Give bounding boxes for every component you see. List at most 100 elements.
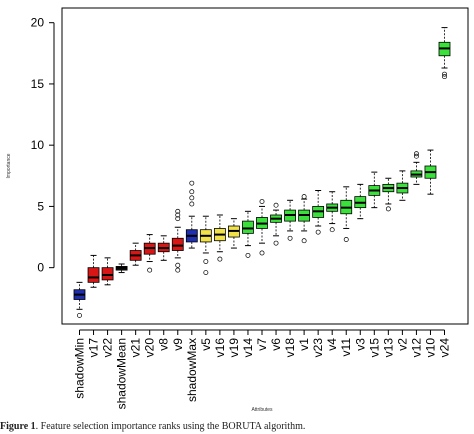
box-v5: [199, 215, 212, 276]
box-body: [242, 220, 254, 234]
box-body: [101, 267, 114, 281]
outlier-point: [442, 74, 447, 80]
x-tick-label: v17: [87, 338, 101, 358]
x-tick-label: v13: [381, 338, 395, 358]
box-v7: [256, 199, 268, 256]
box-series: [73, 27, 451, 318]
outlier-point: [147, 267, 153, 273]
box-shadowMax: [185, 180, 198, 249]
outlier-point: [203, 270, 209, 276]
x-tick-label: v7: [255, 338, 269, 351]
box-v14: [242, 210, 254, 258]
outlier-point: [189, 195, 195, 201]
x-tick-label: v22: [101, 338, 115, 358]
box-v12: [410, 151, 423, 185]
x-tick-label: shadowMax: [185, 338, 199, 402]
x-tick-label: v21: [129, 338, 143, 358]
outlier-point: [343, 237, 349, 242]
outlier-point: [259, 199, 265, 204]
y-tick-label: 5: [37, 199, 44, 213]
y-tick-label: 0: [37, 261, 44, 275]
box-v4: [326, 191, 339, 233]
box-shadowMin: [73, 281, 86, 318]
x-tick-label: v1: [297, 338, 311, 351]
x-tick-label: shadowMin: [73, 338, 87, 399]
y-axis: 0 5 10 15 20: [31, 16, 55, 275]
outlier-point: [77, 312, 82, 318]
x-tick-label: v2: [395, 338, 409, 351]
box-v3: [354, 183, 367, 220]
box-v6: [270, 202, 282, 246]
x-tick-label: v24: [438, 338, 452, 358]
x-tick-label: v10: [423, 338, 437, 358]
outlier-point: [413, 153, 419, 159]
figure-caption: Figure 1. Feature selection importance r…: [0, 420, 474, 434]
box-body: [87, 267, 100, 283]
outlier-point: [329, 227, 335, 233]
x-tick-label: v6: [269, 338, 283, 351]
y-tick-label: 15: [31, 77, 45, 91]
x-tick-label: v15: [367, 338, 381, 358]
box-v13: [382, 177, 395, 212]
box-v17: [87, 254, 100, 288]
x-tick-label: shadowMean: [115, 338, 129, 409]
x-tick-label: v19: [227, 338, 241, 358]
outlier-point: [175, 262, 181, 268]
outlier-point: [175, 212, 181, 218]
x-tick-label: v3: [353, 338, 367, 351]
outlier-point: [385, 206, 391, 212]
x-tick-label: v16: [213, 338, 227, 358]
plot-frame: [61, 7, 469, 325]
x-tick-label: v9: [171, 338, 185, 351]
x-tick-label: v11: [339, 338, 353, 357]
outlier-point: [413, 151, 419, 157]
outlier-point: [175, 267, 181, 273]
y-tick-label: 10: [31, 138, 45, 152]
outlier-point: [245, 252, 251, 258]
x-axis: shadowMin v17 v22 shadowMean v21 v20 v8 v9 shado…: [73, 329, 452, 409]
outlier-point: [175, 208, 181, 214]
box-v9: [171, 208, 184, 273]
box-v10: [424, 149, 437, 195]
x-axis-label: Attributes: [251, 407, 273, 413]
box-v18: [284, 199, 296, 241]
outlier-point: [203, 259, 209, 264]
outlier-point: [189, 201, 195, 207]
box-v2: [396, 170, 409, 201]
outlier-point: [189, 180, 195, 186]
caption-label: Figure 1: [0, 421, 36, 432]
box-v8: [157, 235, 170, 261]
box-v1: [298, 194, 311, 244]
outlier-point: [287, 235, 293, 241]
box-v23: [312, 189, 325, 235]
box-v19: [228, 218, 240, 249]
outlier-point: [189, 189, 195, 195]
box-v20: [143, 234, 156, 273]
outlier-point: [259, 250, 265, 256]
outlier-point: [217, 256, 223, 262]
outlier-point: [273, 240, 279, 246]
outlier-point: [273, 202, 279, 208]
outlier-point: [175, 216, 181, 222]
x-tick-label: v5: [199, 338, 213, 351]
box-body: [171, 237, 184, 251]
y-tick-label: 20: [31, 16, 45, 30]
x-tick-label: v12: [409, 338, 423, 358]
caption-text: . Feature selection importance ranks usi…: [35, 421, 306, 432]
outlier-point: [315, 229, 321, 235]
box-v15: [368, 171, 381, 209]
box-v24: [438, 27, 451, 80]
y-axis-label: Importance: [6, 153, 12, 178]
box-shadowMean: [115, 263, 128, 274]
x-tick-label: v8: [157, 338, 171, 351]
x-tick-label: v4: [325, 338, 339, 351]
box-v16: [213, 214, 226, 262]
x-tick-label: v20: [143, 338, 157, 358]
outlier-point: [301, 238, 307, 244]
outlier-point: [442, 71, 447, 77]
x-tick-label: v23: [311, 338, 325, 358]
x-tick-label: v14: [241, 338, 255, 358]
box-v22: [101, 257, 114, 286]
box-v21: [129, 242, 142, 266]
